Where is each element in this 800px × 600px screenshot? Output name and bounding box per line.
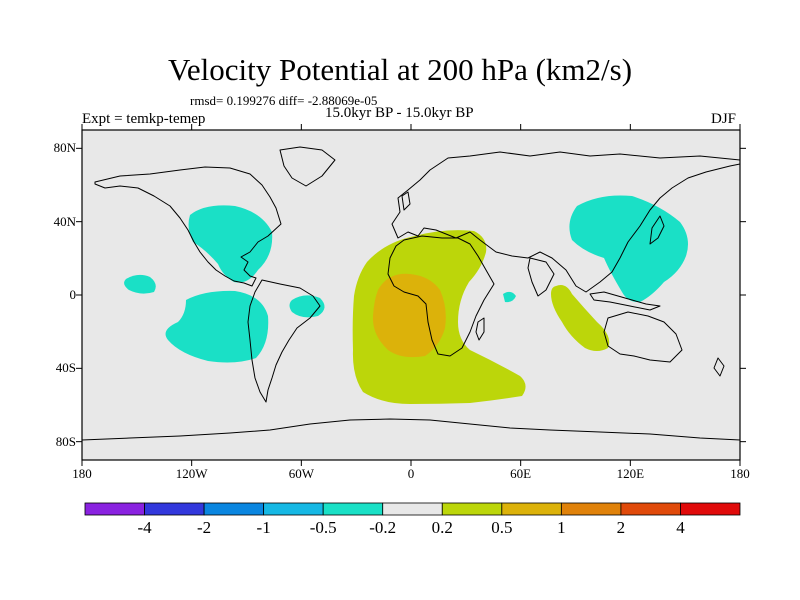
neg-region-east-pacific-north	[124, 274, 156, 294]
colorbar-label: 4	[676, 518, 685, 537]
axis-ticks	[76, 124, 746, 466]
coast-australia	[603, 311, 683, 363]
period-label: 15.0kyr BP - 15.0kyr BP	[325, 105, 474, 121]
map-title: Velocity Potential at 200 hPa (km2/s)	[167, 52, 633, 87]
lon-label-60w: 60W	[288, 466, 314, 481]
colorbar-swatch	[560, 502, 622, 516]
coast-europe-asia	[391, 151, 741, 293]
lon-label-120e: 120E	[616, 466, 645, 481]
colorbar-swatch	[84, 502, 145, 516]
moderate-positive-anomaly-region	[372, 273, 446, 358]
coast-uk	[401, 191, 411, 211]
neg-region-north-america	[188, 205, 273, 283]
colorbar-label: -0.5	[309, 518, 337, 537]
colorbar-label: 0.5	[491, 518, 513, 537]
colorbar-swatch	[382, 502, 443, 516]
lon-label-60e: 60E	[510, 466, 532, 481]
coast-antarctica	[81, 418, 741, 441]
colorbar-swatch	[441, 502, 503, 516]
neg-region-south-atlantic	[289, 295, 325, 318]
lon-label-120w: 120W	[175, 466, 208, 481]
neg-region-indian-ocean	[503, 291, 516, 303]
world-coastline-map	[81, 146, 741, 441]
neg-region-east-pacific-south	[165, 290, 269, 363]
lat-label-40s: 40S	[55, 360, 76, 376]
lat-label-eq: 0	[69, 287, 77, 302]
colorbar	[84, 502, 741, 516]
colorbar-label: 0.2	[431, 518, 453, 537]
coast-indonesia	[589, 291, 661, 311]
coast-greenland	[279, 146, 336, 187]
lat-label-80s: 80S	[55, 433, 76, 449]
colorbar-label: 2	[616, 518, 626, 537]
coast-africa	[387, 235, 495, 357]
lon-label-0: 0	[407, 466, 415, 481]
experiment-label: Expt = temkp-temep	[82, 111, 206, 127]
lon-label-180e: 180	[730, 466, 750, 481]
colorbar-label: -4	[137, 518, 152, 537]
coast-new-zealand	[713, 357, 725, 377]
colorbar-swatch	[620, 502, 681, 516]
coast-madagascar	[475, 317, 485, 341]
rmsd-diff-stats: rmsd= 0.199276 diff= -2.88069e-05	[190, 93, 378, 108]
colorbar-label: 1	[557, 518, 566, 537]
coast-north-america	[94, 166, 282, 287]
coast-japan	[649, 215, 665, 245]
coast-south-america	[247, 279, 321, 403]
colorbar-label: -2	[196, 518, 212, 537]
lat-label-80n: 80N	[53, 140, 76, 156]
colorbar-label: -1	[256, 518, 271, 537]
season-label: DJF	[711, 111, 737, 127]
negative-anomaly-regions	[124, 195, 688, 363]
neg-region-east-asia	[569, 195, 688, 303]
coast-india	[527, 257, 555, 297]
lat-label-40n: 40N	[53, 213, 76, 229]
colorbar-swatch	[501, 502, 562, 516]
colorbar-swatch	[263, 502, 324, 516]
colorbar-swatch	[144, 502, 205, 516]
colorbar-swatch	[203, 502, 265, 516]
colorbar-swatch	[322, 502, 384, 516]
colorbar-swatch	[680, 502, 741, 516]
lon-label-180w: 180	[72, 466, 92, 481]
colorbar-label: -0.2	[369, 518, 397, 537]
